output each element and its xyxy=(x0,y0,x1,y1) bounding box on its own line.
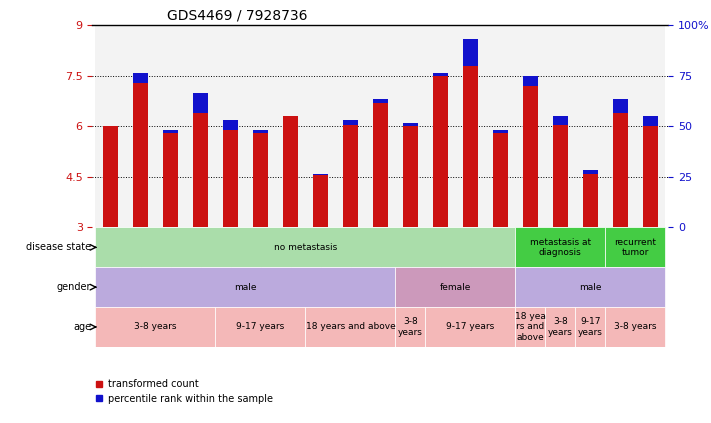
FancyBboxPatch shape xyxy=(395,267,515,307)
Bar xyxy=(583,170,598,173)
Bar xyxy=(245,25,275,228)
Bar xyxy=(133,72,148,228)
Bar xyxy=(463,39,478,228)
Bar xyxy=(133,72,148,82)
Bar xyxy=(613,99,628,228)
Text: age: age xyxy=(73,322,91,332)
Bar xyxy=(193,93,208,113)
Bar xyxy=(275,25,306,228)
Bar xyxy=(103,126,118,228)
Text: 9-17
years: 9-17 years xyxy=(578,317,603,337)
FancyBboxPatch shape xyxy=(515,267,665,307)
Text: male: male xyxy=(234,283,257,291)
Bar xyxy=(163,130,178,133)
FancyBboxPatch shape xyxy=(306,307,395,347)
FancyBboxPatch shape xyxy=(515,228,605,267)
Bar xyxy=(433,72,448,228)
Bar xyxy=(365,25,395,228)
Bar xyxy=(486,25,515,228)
Bar xyxy=(186,25,215,228)
Bar xyxy=(575,25,605,228)
Bar xyxy=(306,25,336,228)
FancyBboxPatch shape xyxy=(95,228,515,267)
Bar xyxy=(373,99,388,228)
Bar xyxy=(193,93,208,228)
Text: 9-17 years: 9-17 years xyxy=(236,322,284,332)
FancyBboxPatch shape xyxy=(95,307,215,347)
FancyBboxPatch shape xyxy=(605,307,665,347)
Bar xyxy=(493,130,508,133)
Legend: transformed count, percentile rank within the sample: transformed count, percentile rank withi… xyxy=(92,375,277,408)
Bar xyxy=(553,116,568,228)
Bar xyxy=(156,25,186,228)
Bar xyxy=(373,99,388,103)
Bar xyxy=(493,130,508,228)
Bar xyxy=(515,25,545,228)
Bar xyxy=(283,116,298,228)
FancyBboxPatch shape xyxy=(395,307,425,347)
Text: metastasis at
diagnosis: metastasis at diagnosis xyxy=(530,238,591,257)
Bar xyxy=(313,173,328,228)
Bar xyxy=(523,76,538,86)
Bar xyxy=(253,130,268,133)
Bar xyxy=(523,76,538,228)
Bar xyxy=(125,25,156,228)
Bar xyxy=(343,120,358,125)
Bar xyxy=(545,25,575,228)
Bar xyxy=(403,123,418,228)
FancyBboxPatch shape xyxy=(575,307,605,347)
Bar xyxy=(455,25,486,228)
Text: female: female xyxy=(439,283,471,291)
Bar xyxy=(253,130,268,228)
Bar xyxy=(313,173,328,175)
Text: 3-8
years: 3-8 years xyxy=(548,317,573,337)
Bar xyxy=(463,39,478,66)
Bar xyxy=(425,25,455,228)
FancyBboxPatch shape xyxy=(425,307,515,347)
Text: 18 years and above: 18 years and above xyxy=(306,322,395,332)
Bar xyxy=(95,25,125,228)
Bar xyxy=(403,123,418,126)
Text: 9-17 years: 9-17 years xyxy=(447,322,494,332)
Bar xyxy=(395,25,425,228)
Text: 3-8 years: 3-8 years xyxy=(134,322,176,332)
Bar xyxy=(336,25,365,228)
Text: 3-8 years: 3-8 years xyxy=(614,322,656,332)
Bar xyxy=(553,116,568,125)
Bar xyxy=(636,25,665,228)
Text: gender: gender xyxy=(57,282,91,292)
Text: 18 yea
rs and
above: 18 yea rs and above xyxy=(515,312,546,342)
Bar xyxy=(163,130,178,228)
Text: recurrent
tumor: recurrent tumor xyxy=(614,238,656,257)
FancyBboxPatch shape xyxy=(215,307,306,347)
Text: 3-8
years: 3-8 years xyxy=(398,317,423,337)
Bar xyxy=(583,170,598,228)
Text: male: male xyxy=(579,283,602,291)
FancyBboxPatch shape xyxy=(95,267,395,307)
FancyBboxPatch shape xyxy=(515,307,545,347)
Text: disease state: disease state xyxy=(26,242,91,253)
Bar xyxy=(643,116,658,126)
Bar xyxy=(605,25,636,228)
Bar xyxy=(215,25,245,228)
Bar xyxy=(343,120,358,228)
Bar xyxy=(223,120,238,228)
Bar xyxy=(643,116,658,228)
Text: no metastasis: no metastasis xyxy=(274,243,337,252)
FancyBboxPatch shape xyxy=(545,307,575,347)
Bar xyxy=(613,99,628,113)
FancyBboxPatch shape xyxy=(605,228,665,267)
Bar xyxy=(223,120,238,130)
Text: GDS4469 / 7928736: GDS4469 / 7928736 xyxy=(167,9,308,23)
Bar xyxy=(433,72,448,76)
